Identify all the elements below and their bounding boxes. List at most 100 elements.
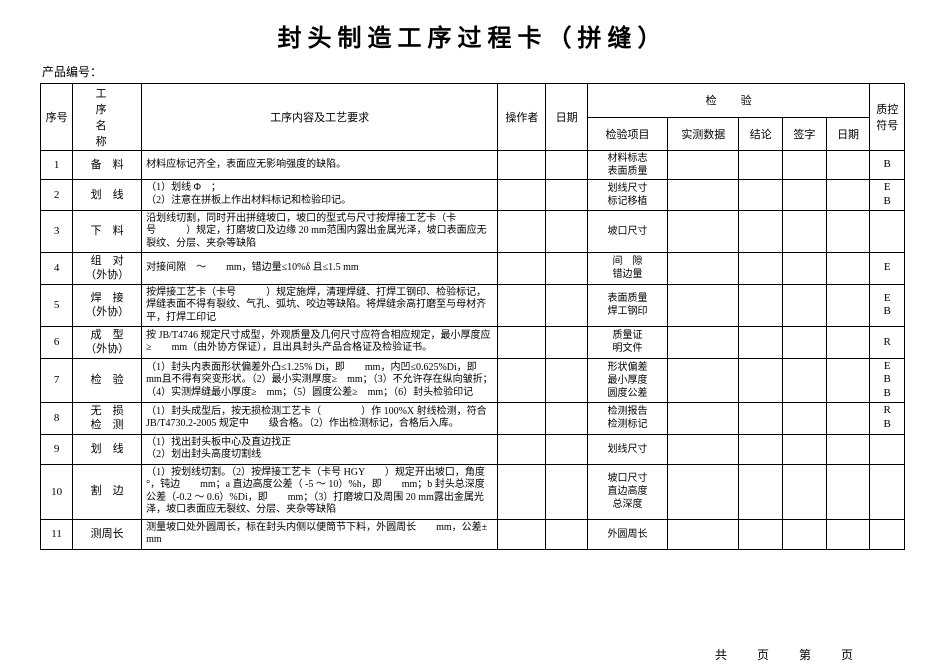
cell-proc-name: 测周长: [73, 519, 142, 549]
cell-proc-name: 组 对 （外协）: [73, 253, 142, 285]
cell-date2: [826, 151, 870, 180]
hdr-proc-name: 工 序 名 称: [73, 84, 142, 151]
cell-date: [546, 402, 587, 434]
cell-operator: [498, 402, 546, 434]
cell-date2: [826, 327, 870, 359]
cell-proc-name: 无 损 检 测: [73, 402, 142, 434]
table-row: 6成 型 （外协）按 JB/T4746 规定尺寸成型，外观质量及几何尺寸应符合相…: [41, 327, 905, 359]
page-title: 封头制造工序过程卡（拼缝）: [40, 18, 905, 53]
cell-conclusion: [739, 253, 783, 285]
cell-date: [546, 519, 587, 549]
cell-content: 材料应标记齐全，表面应无影响强度的缺陷。: [142, 151, 498, 180]
cell-date: [546, 434, 587, 464]
cell-proc-name: 备 料: [73, 151, 142, 180]
cell-operator: [498, 210, 546, 253]
cell-sign: [783, 358, 827, 402]
process-table: 序号 工 序 名 称 工序内容及工艺要求 操作者 日期 检验 质控符号 检验项目…: [40, 83, 905, 550]
cell-seq: 3: [41, 210, 73, 253]
cell-conclusion: [739, 327, 783, 359]
cell-qc: B: [870, 151, 905, 180]
cell-qc: R B: [870, 402, 905, 434]
cell-date2: [826, 519, 870, 549]
cell-conclusion: [739, 464, 783, 519]
cell-measured: [668, 210, 739, 253]
cell-content: （1）封头成型后，按无损检测工艺卡（ ）作 100%X 射线检测，符合 JB/T…: [142, 402, 498, 434]
cell-operator: [498, 327, 546, 359]
cell-content: 按 JB/T4746 规定尺寸成型，外观质量及几何尺寸应符合相应规定，最小厚度应…: [142, 327, 498, 359]
cell-insp-item: 坡口尺寸: [587, 210, 667, 253]
cell-insp-item: 间 隙 错边量: [587, 253, 667, 285]
cell-seq: 9: [41, 434, 73, 464]
cell-date2: [826, 253, 870, 285]
cell-measured: [668, 253, 739, 285]
cell-seq: 1: [41, 151, 73, 180]
cell-qc: E B B: [870, 358, 905, 402]
cell-operator: [498, 180, 546, 211]
cell-date2: [826, 464, 870, 519]
cell-date: [546, 284, 587, 327]
cell-content: 对接间隙 ～ mm，错边量≤10%δ 且≤1.5 mm: [142, 253, 498, 285]
cell-content: （1）找出封头板中心及直边找正 （2）划出封头高度切割线: [142, 434, 498, 464]
cell-date2: [826, 210, 870, 253]
product-number-label: 产品编号：: [42, 63, 905, 80]
hdr-measured: 实测数据: [668, 117, 739, 151]
hdr-sign: 签字: [783, 117, 827, 151]
cell-content: （1）划线 Φ ； （2）注意在拼板上作出材料标记和检验印记。: [142, 180, 498, 211]
cell-sign: [783, 253, 827, 285]
cell-date: [546, 327, 587, 359]
hdr-date: 日期: [546, 84, 587, 151]
cell-sign: [783, 151, 827, 180]
cell-measured: [668, 519, 739, 549]
cell-qc: [870, 434, 905, 464]
cell-insp-item: 表面质量 焊工钢印: [587, 284, 667, 327]
cell-sign: [783, 519, 827, 549]
table-row: 3下 料沿划线切割，同时开出拼缝坡口，坡口的型式与尺寸按焊接工艺卡（卡号 ）规定…: [41, 210, 905, 253]
cell-proc-name: 焊 接 （外协）: [73, 284, 142, 327]
cell-sign: [783, 210, 827, 253]
cell-sign: [783, 327, 827, 359]
cell-seq: 2: [41, 180, 73, 211]
cell-date: [546, 151, 587, 180]
cell-date2: [826, 402, 870, 434]
hdr-date2: 日期: [826, 117, 870, 151]
cell-conclusion: [739, 180, 783, 211]
cell-proc-name: 划 线: [73, 434, 142, 464]
hdr-seq: 序号: [41, 84, 73, 151]
hdr-inspection: 检验: [587, 84, 870, 118]
cell-content: 测量坡口处外圆周长，标在封头内侧以便筒节下料，外圆周长 mm，公差± mm: [142, 519, 498, 549]
table-row: 9划 线（1）找出封头板中心及直边找正 （2）划出封头高度切割线划线尺寸: [41, 434, 905, 464]
hdr-qc: 质控符号: [870, 84, 905, 151]
cell-measured: [668, 180, 739, 211]
cell-date2: [826, 284, 870, 327]
cell-sign: [783, 284, 827, 327]
cell-measured: [668, 284, 739, 327]
cell-date: [546, 358, 587, 402]
cell-seq: 5: [41, 284, 73, 327]
cell-conclusion: [739, 210, 783, 253]
cell-operator: [498, 434, 546, 464]
table-row: 2划 线（1）划线 Φ ； （2）注意在拼板上作出材料标记和检验印记。划线尺寸 …: [41, 180, 905, 211]
cell-insp-item: 形状偏差 最小厚度 圆度公差: [587, 358, 667, 402]
cell-content: （1）按划线切割。（2）按焊接工艺卡（卡号 HGY ）规定开出坡口，角度 °，钝…: [142, 464, 498, 519]
cell-proc-name: 检 验: [73, 358, 142, 402]
cell-measured: [668, 434, 739, 464]
cell-operator: [498, 464, 546, 519]
cell-date2: [826, 180, 870, 211]
cell-proc-name: 下 料: [73, 210, 142, 253]
cell-content: 按焊接工艺卡（卡号 ）规定施焊，清理焊缝、打焊工钢印、检验标记，焊缝表面不得有裂…: [142, 284, 498, 327]
cell-seq: 4: [41, 253, 73, 285]
cell-conclusion: [739, 519, 783, 549]
cell-qc: E B: [870, 180, 905, 211]
cell-sign: [783, 180, 827, 211]
cell-content: （1）封头内表面形状偏差外凸≤1.25% Di，即 mm，内凹≤0.625%Di…: [142, 358, 498, 402]
cell-date: [546, 253, 587, 285]
cell-conclusion: [739, 358, 783, 402]
cell-qc: R: [870, 327, 905, 359]
cell-measured: [668, 464, 739, 519]
cell-measured: [668, 358, 739, 402]
cell-qc: [870, 519, 905, 549]
cell-date2: [826, 434, 870, 464]
cell-proc-name: 割 边: [73, 464, 142, 519]
cell-insp-item: 检测报告 检测标记: [587, 402, 667, 434]
table-row: 5焊 接 （外协）按焊接工艺卡（卡号 ）规定施焊，清理焊缝、打焊工钢印、检验标记…: [41, 284, 905, 327]
